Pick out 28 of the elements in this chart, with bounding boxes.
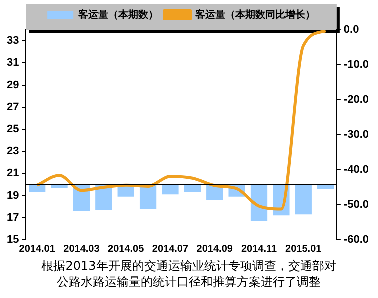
y2-tick-label: -40.0 (344, 164, 370, 176)
x-tick-label: 2014.05 (108, 244, 145, 255)
y-tick-label: 31 (6, 57, 20, 70)
y2-tick-label: -50.0 (344, 199, 370, 212)
line-series (36, 30, 328, 211)
x-tick-label: 2014.07 (152, 244, 189, 255)
legend-label: 客运量（本期数） (78, 8, 159, 21)
y2-tick-label: -30.0 (344, 129, 370, 142)
y-tick-label: 23 (6, 146, 20, 158)
x-tick-label: 2014.01 (19, 244, 56, 255)
text: 根据2013年开展的交通运输业统计专项调查，交通部对公路水路运输量的统计口径和推算方案进行了调整 (40, 258, 338, 290)
y-tick-label: 27 (6, 101, 20, 114)
y-tick-label: 15 (6, 234, 20, 246)
x-tick-label: 2014.03 (64, 244, 100, 255)
x-tick-label: 2015.01 (286, 244, 322, 255)
y-tick-label: 21 (6, 168, 20, 180)
y2-tick-label: -20.0 (344, 94, 370, 106)
y2-tick-label: -10.0 (344, 59, 370, 72)
x-tick-label: 2014.09 (196, 244, 234, 255)
y-tick-label: 17 (6, 212, 20, 224)
y2-tick-label: 0.0 (344, 24, 360, 36)
y2-tick-label: -60.0 (344, 234, 370, 246)
y-tick-label: 19 (6, 190, 20, 202)
x-tick-label: 2014.11 (241, 244, 278, 255)
y-tick-label: 25 (6, 124, 20, 136)
y-tick-label: 29 (6, 79, 20, 92)
legend-label: 客运量（本期数同比增长） (194, 8, 316, 21)
y-tick-label: 33 (6, 35, 20, 48)
